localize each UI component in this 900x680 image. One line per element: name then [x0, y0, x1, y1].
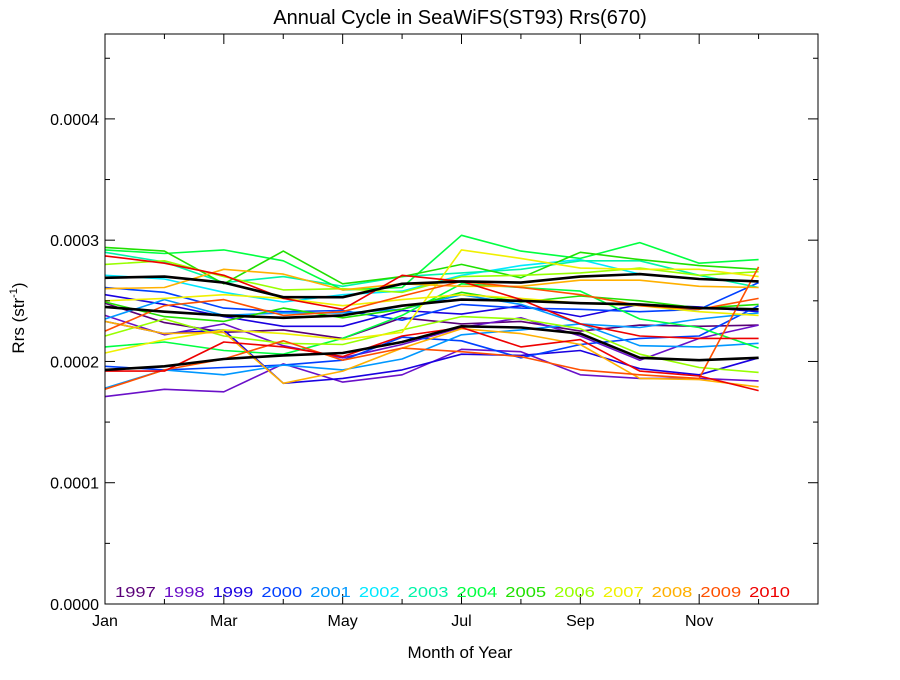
- legend-label-1999: 1999: [213, 584, 254, 601]
- y-tick-label: 0.0002: [50, 354, 99, 371]
- series-line-21: [104, 268, 759, 291]
- legend-label-2000: 2000: [261, 584, 302, 601]
- y-tick-label: 0.0000: [50, 597, 99, 614]
- legend-label-2003: 2003: [408, 584, 449, 601]
- series-line-20: [104, 320, 759, 388]
- series-line-27: [104, 298, 759, 320]
- x-tick-label: Jul: [451, 613, 471, 630]
- x-tick-label: Nov: [685, 613, 713, 630]
- legend-label-2007: 2007: [603, 584, 644, 601]
- series-line-24: [104, 255, 759, 340]
- x-tick-label: Sep: [566, 613, 595, 630]
- y-axis-label: Rrs (str-1): [8, 282, 28, 353]
- legend-label-2009: 2009: [700, 584, 741, 601]
- y-tick-label: 0.0003: [50, 233, 99, 250]
- series-layer: [104, 234, 760, 398]
- series-line-28: [104, 324, 759, 372]
- y-axis-label-close: ): [9, 282, 28, 288]
- series-line-12: [104, 234, 759, 291]
- series-line-18: [104, 249, 759, 354]
- series-line-25: [105, 326, 759, 392]
- x-tick-label: Mar: [210, 613, 238, 630]
- x-tick-label: Jan: [92, 613, 118, 630]
- legend-label-2005: 2005: [505, 584, 546, 601]
- series-line-13: [104, 282, 759, 356]
- legend-label-2008: 2008: [652, 584, 693, 601]
- series-line-4: [104, 320, 759, 385]
- series-line-14: [104, 246, 759, 285]
- y-tick-label: 0.0004: [50, 112, 99, 129]
- y-axis-label-superscript: -1: [8, 288, 20, 298]
- x-axis-label: Month of Year: [408, 643, 513, 662]
- chart-title: Annual Cycle in SeaWiFS(ST93) Rrs(670): [273, 7, 646, 29]
- legend-label-2006: 2006: [554, 584, 595, 601]
- y-tick-label: 0.0001: [50, 476, 99, 493]
- y-axis-label-main: Rrs (str: [9, 298, 28, 354]
- x-tick-label: May: [328, 613, 358, 630]
- legend-label-2004: 2004: [457, 584, 498, 601]
- series-line-15: [104, 291, 759, 323]
- legend: 1997 1998 1999 2000 2001 2002 2003 2004 2005 2006…: [115, 584, 790, 601]
- series-line-7: [104, 281, 759, 322]
- axes-layer: 0.0000 0.0001 0.0002 0.0003 0.0004 Jan Mar May J…: [50, 33, 819, 630]
- legend-label-2001: 2001: [310, 584, 351, 601]
- legend-label-2002: 2002: [359, 584, 400, 601]
- series-line-26: [104, 272, 759, 299]
- series-line-8: [104, 323, 759, 389]
- legend-label-2010: 2010: [749, 584, 790, 601]
- legend-label-1997: 1997: [115, 584, 156, 601]
- legend-label-1998: 1998: [164, 584, 205, 601]
